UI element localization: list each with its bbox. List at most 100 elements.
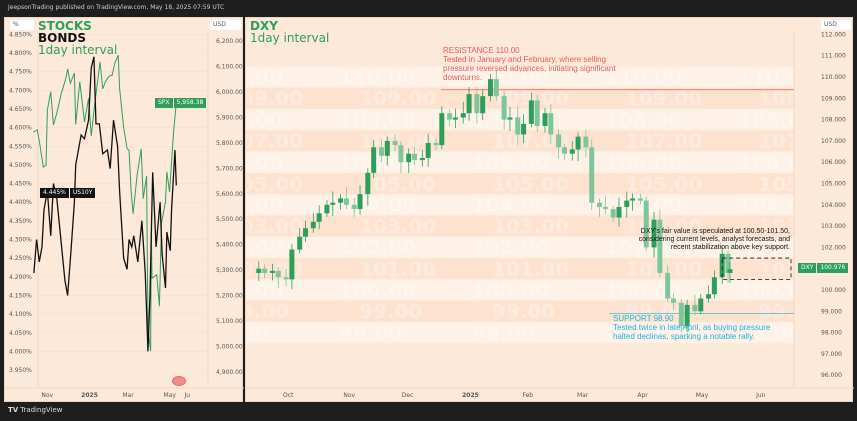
left-axis-tick: 4.300% <box>9 237 32 244</box>
candle-body <box>297 236 303 250</box>
right-axis-tick: 5,100.00 <box>216 318 243 325</box>
left-axis-tick: 4.350% <box>9 218 32 225</box>
dxy-price-tag: DXY 100.976 <box>798 263 849 273</box>
candle-body <box>392 140 398 146</box>
us10y-value: 4.445% <box>40 188 69 198</box>
candle-body <box>665 272 671 299</box>
dxy-chart-panel[interactable]: 112.000 111.000 110.000 109.000 108.000 107.0… <box>245 17 854 403</box>
resistance-title: RESISTANCE 110.00 <box>443 46 520 55</box>
candle-body <box>398 145 404 163</box>
dxy-chart[interactable]: 112.000 111.000 110.000 109.000 108.000 107.0… <box>246 18 854 403</box>
dxy-interval-label: 1day interval <box>250 31 330 45</box>
left-axis-tick: 4.100% <box>9 311 32 318</box>
right-axis-tick: 6,000.00 <box>216 89 243 96</box>
time-axis-tick: Nov <box>343 392 355 399</box>
candle-body <box>460 113 466 118</box>
time-axis-tick: Apr <box>637 392 648 399</box>
right-axis-tick: 5,700.00 <box>216 165 243 172</box>
candle-body <box>630 198 636 201</box>
candle-body <box>521 123 527 135</box>
candle-body <box>439 113 445 146</box>
candle-body <box>602 206 608 210</box>
price-level-watermark <box>246 18 794 403</box>
price-axis-tick: 107.000 <box>821 138 846 145</box>
price-axis-tick: 111.000 <box>821 53 846 60</box>
candle-body <box>269 270 275 273</box>
candle-body <box>275 270 281 278</box>
us10y-price-tag: 4.445% US10Y <box>40 188 96 198</box>
left-axis-tick: 4.800% <box>9 50 32 57</box>
candle-body <box>727 269 733 273</box>
candle-body <box>283 277 289 280</box>
candle-body <box>310 221 316 229</box>
left-axis-tick: 4.550% <box>9 143 32 150</box>
dxy-symbol: DXY <box>798 263 817 273</box>
resistance-text: pressure reversed advances, initiating s… <box>443 64 616 73</box>
candle-body <box>447 113 453 120</box>
candle-body <box>303 228 309 237</box>
candle-body <box>643 200 649 248</box>
unit-label[interactable]: USD <box>821 20 851 30</box>
price-axis-tick: 99.000 <box>821 308 842 315</box>
price-axis-tick: 104.000 <box>821 202 846 209</box>
right-axis-tick: 5,200.00 <box>216 293 243 300</box>
candle-body <box>384 140 390 156</box>
candle-body <box>637 198 643 201</box>
support-title: SUPPORT 98.90 <box>613 314 674 323</box>
time-axis-tick: Mar <box>577 392 589 399</box>
price-axis-tick: 98.000 <box>821 330 842 337</box>
left-axis-tick: 4.400% <box>9 199 32 206</box>
candle-body <box>583 136 589 148</box>
candle-body <box>657 219 663 273</box>
left-axis-tick: 4.250% <box>9 255 32 262</box>
resistance-text: downturns. <box>443 73 483 82</box>
left-unit-label[interactable]: % <box>10 20 34 30</box>
time-axis-tick: Mar <box>122 392 134 399</box>
candle-body <box>480 96 486 114</box>
left-axis-tick: 4.750% <box>9 69 32 76</box>
right-axis-tick: 6,100.00 <box>216 63 243 70</box>
left-axis-tick: 4.450% <box>9 181 32 188</box>
dxy-value: 100.976 <box>817 263 849 273</box>
stocks-bonds-chart[interactable]: 4.850% 4.800% 4.750% 4.700% 4.650% 4.600% 4.55… <box>5 18 244 403</box>
bonds-title: BONDS <box>38 31 86 45</box>
right-unit-label[interactable]: USD <box>210 20 241 30</box>
stocks-title: STOCKS <box>38 19 92 33</box>
candle-body <box>528 100 534 124</box>
candle-body <box>616 206 622 218</box>
time-axis-tick: 2025 <box>81 392 98 399</box>
us-flag-icon[interactable] <box>172 376 186 386</box>
resistance-text: Tested in January and February, where se… <box>443 55 607 64</box>
price-axis-tick: 96.000 <box>821 372 842 379</box>
candle-body <box>474 94 480 114</box>
candle-body <box>406 153 412 163</box>
left-axis-tick: 4.600% <box>9 125 32 132</box>
candle-body <box>624 200 630 207</box>
spx-value: 5,958.38 <box>173 98 207 108</box>
brand-name: TradingView <box>20 406 63 414</box>
support-annotation: SUPPORT 98.90 Tested twice in late April… <box>613 314 770 341</box>
price-axis-tick: 102.000 <box>821 244 846 251</box>
spx-line <box>32 55 177 352</box>
candle-body <box>262 268 268 273</box>
left-axis-tick: 4.050% <box>9 330 32 337</box>
fair-value-box <box>721 257 792 280</box>
left-axis-tick: 4.200% <box>9 274 32 281</box>
candle-body <box>569 149 575 154</box>
right-axis-tick: 5,900.00 <box>216 114 243 121</box>
price-axis-tick: 97.000 <box>821 351 842 358</box>
right-axis-tick: 5,400.00 <box>216 242 243 249</box>
tradingview-icon: TV <box>8 406 19 414</box>
left-axis-tick: 4.150% <box>9 292 32 299</box>
candle-body <box>316 213 322 222</box>
candle-body <box>466 94 472 114</box>
candle-body <box>542 113 548 126</box>
stocks-bonds-chart-panel[interactable]: 4.850% 4.800% 4.750% 4.700% 4.650% 4.600% 4.55… <box>4 17 244 403</box>
time-axis-tick: Ju <box>183 392 190 399</box>
candle-body <box>725 253 731 273</box>
candle-body <box>548 113 554 135</box>
time-axis-tick: Feb <box>522 392 533 399</box>
time-axis-tick: 2025 <box>462 392 479 399</box>
tradingview-logo[interactable]: TV TradingView <box>8 406 63 414</box>
price-axis-tick: 100.000 <box>821 287 846 294</box>
